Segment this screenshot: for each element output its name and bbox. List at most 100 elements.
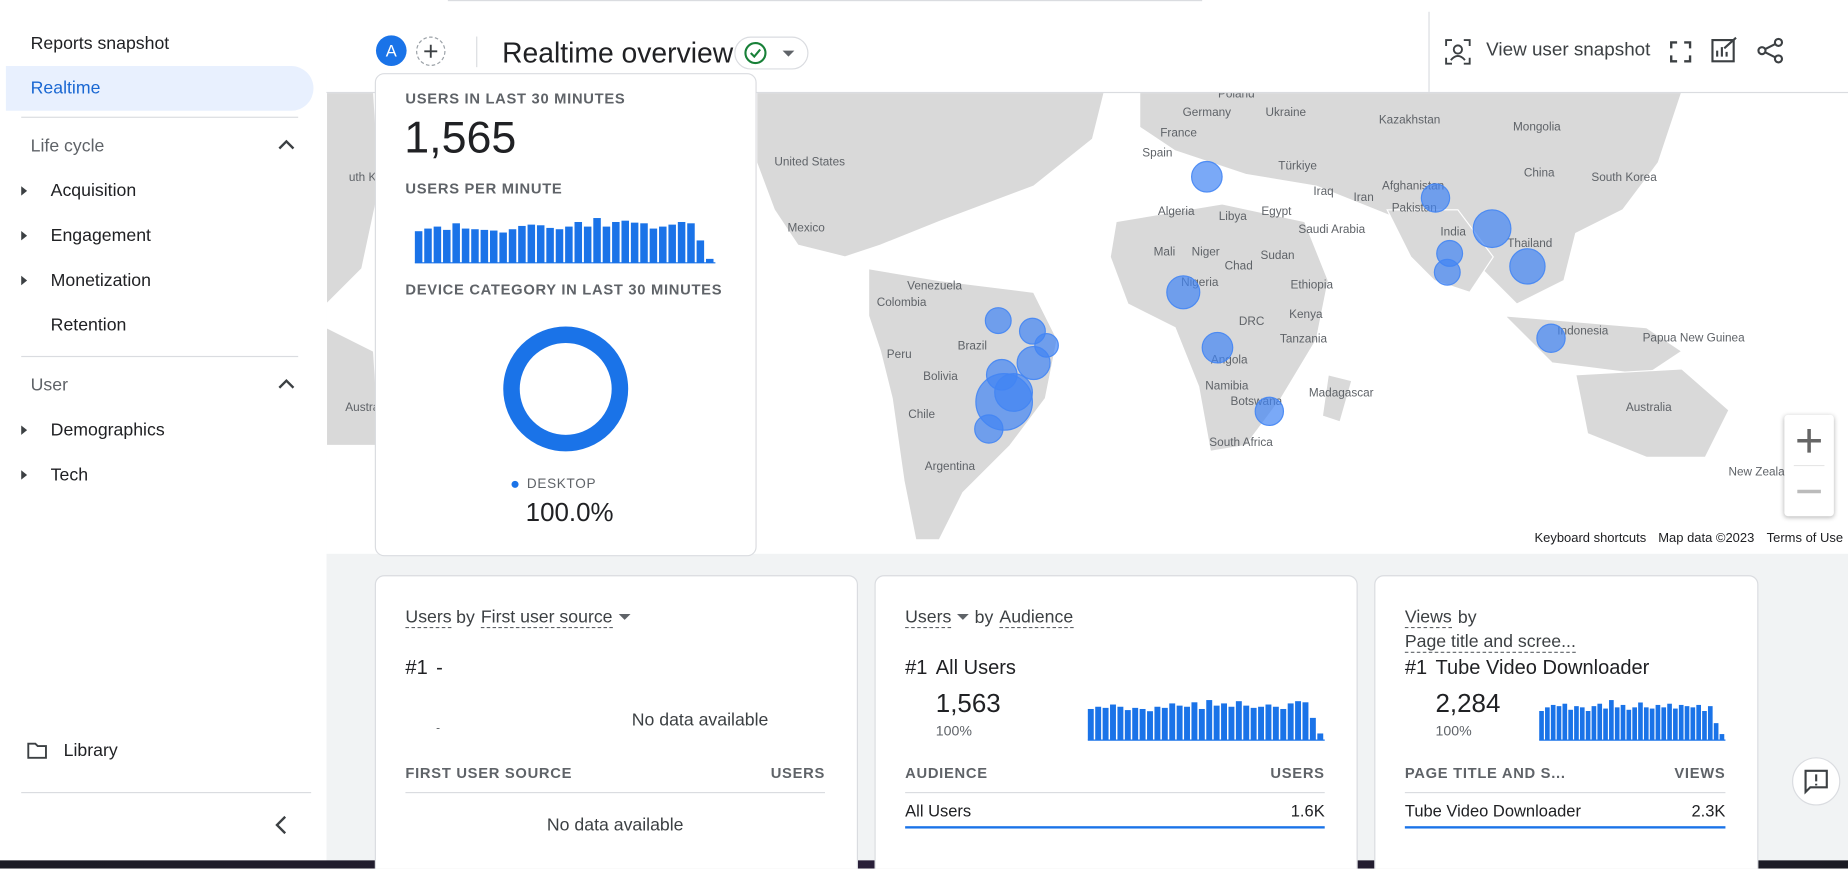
bar	[1228, 706, 1235, 741]
country-label: Colombia	[877, 296, 927, 309]
table-divider	[905, 791, 1325, 794]
nav-library[interactable]: Library	[63, 740, 118, 761]
collapse-button[interactable]	[271, 813, 290, 837]
bar	[1258, 706, 1265, 741]
card-dimension[interactable]: Page title and scree...	[1404, 631, 1576, 653]
divider	[21, 116, 299, 118]
nav-item-active[interactable]: Realtime	[30, 78, 101, 99]
nav-item[interactable]: Engagement	[50, 225, 151, 246]
avatar[interactable]: A	[375, 35, 407, 66]
card-metric[interactable]: Views	[1404, 606, 1452, 629]
user-bubble	[1472, 209, 1512, 249]
pill-border	[734, 36, 809, 70]
nav-item[interactable]: Retention	[50, 315, 127, 336]
chevron-up	[278, 379, 295, 389]
card-top-item: -	[436, 656, 443, 679]
country-label: France	[1160, 126, 1197, 139]
user-bubble	[1016, 345, 1051, 381]
card-dimension[interactable]: First user source	[480, 606, 613, 629]
status-pill[interactable]	[734, 36, 809, 71]
nav-item[interactable]: Demographics	[50, 420, 165, 441]
view-user-snapshot[interactable]: View user snapshot	[1486, 40, 1651, 61]
share-icon[interactable]	[1756, 37, 1784, 65]
bar	[1265, 704, 1272, 741]
table-cell: All Users	[905, 801, 972, 821]
land-south-america	[868, 268, 1058, 541]
user-bubble	[1254, 396, 1285, 427]
collapse-chevron[interactable]	[278, 378, 295, 390]
bar	[1317, 733, 1324, 741]
dimension-dropdown[interactable]	[618, 613, 632, 622]
bar	[602, 226, 611, 263]
expand-arrow[interactable]	[20, 230, 29, 242]
nav-item[interactable]: Monetization	[50, 270, 151, 291]
country-label: Sudan	[1261, 249, 1295, 262]
metric-dropdown[interactable]	[956, 613, 970, 622]
add-comparison[interactable]	[415, 35, 447, 67]
zoom-in[interactable]	[1797, 428, 1821, 453]
section-title[interactable]: User	[30, 375, 68, 396]
country-label: Tanzania	[1280, 333, 1328, 346]
table-cell: 1.6K	[1290, 801, 1325, 821]
column-header: USERS	[1270, 764, 1325, 782]
expand-arrow[interactable]	[20, 469, 29, 481]
customize-box	[1711, 39, 1735, 63]
bar	[574, 221, 583, 263]
arrow-shape	[21, 425, 28, 435]
axis-label: -	[436, 721, 441, 735]
bar	[452, 223, 460, 263]
bar	[1235, 701, 1242, 741]
nav-item[interactable]: Reports snapshot	[30, 33, 170, 54]
map-footer-link[interactable]: Keyboard shortcuts	[1534, 531, 1647, 546]
country-label: Mongolia	[1513, 120, 1561, 133]
zoom-icons	[1793, 428, 1825, 494]
bar	[1117, 706, 1124, 741]
table-cell: Tube Video Downloader	[1404, 801, 1581, 821]
user-snapshot-icon[interactable]	[1444, 38, 1472, 66]
bar	[1124, 710, 1131, 741]
user-bubble	[1166, 275, 1201, 310]
bar	[1667, 703, 1672, 741]
country-label: Libya	[1219, 210, 1248, 223]
expand-arrow[interactable]	[20, 424, 29, 436]
bar	[546, 227, 554, 263]
customize-lines	[1716, 36, 1737, 57]
map-footer-link[interactable]: Terms of Use	[1766, 531, 1844, 546]
divider	[1428, 11, 1430, 92]
expand-arrow[interactable]	[20, 275, 29, 287]
bar	[1139, 708, 1146, 741]
bar	[621, 220, 629, 263]
card-top-item: Tube Video Downloader	[1435, 656, 1650, 679]
card-metric[interactable]: Users	[405, 606, 452, 629]
user-bubble	[1201, 331, 1234, 364]
card-metric[interactable]: Users	[905, 606, 952, 629]
nav-item[interactable]: Tech	[50, 464, 89, 485]
expand-arrow[interactable]	[20, 185, 29, 197]
bar	[1110, 704, 1116, 741]
fullscreen-icon[interactable]	[1669, 40, 1693, 64]
no-data: No data available	[631, 710, 769, 731]
nav-item[interactable]: Acquisition	[50, 180, 137, 201]
bar	[1626, 709, 1632, 741]
bar	[1649, 708, 1655, 741]
country-label: South Africa	[1209, 436, 1273, 449]
section-title[interactable]: Life cycle	[30, 136, 105, 157]
bar	[1102, 707, 1109, 741]
bar	[1295, 701, 1302, 741]
feedback-button[interactable]	[1790, 755, 1842, 807]
customize-icon[interactable]	[1710, 36, 1738, 65]
bar	[1614, 707, 1620, 741]
country-label: China	[1524, 166, 1555, 179]
card-value: 1,563	[935, 688, 1001, 718]
column-header: FIRST USER SOURCE	[405, 764, 573, 782]
card-dimension[interactable]: Audience	[999, 606, 1074, 629]
country-label: Saudi Arabia	[1298, 223, 1365, 236]
bar	[1579, 707, 1585, 741]
bar	[1655, 704, 1661, 741]
country-label: New Zealand	[1728, 466, 1797, 479]
bar	[565, 226, 573, 263]
collapse-chevron[interactable]	[278, 139, 295, 151]
summary-card	[374, 73, 757, 557]
shoulders	[1450, 55, 1466, 61]
summary-charts	[414, 218, 716, 452]
